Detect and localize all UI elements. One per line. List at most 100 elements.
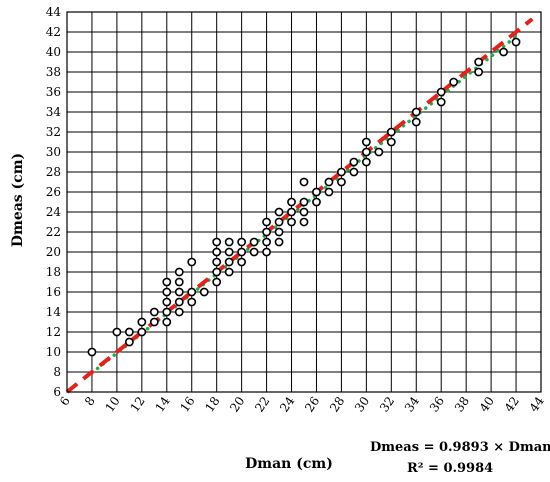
y-tick-label: 32 xyxy=(46,125,61,139)
data-point xyxy=(312,187,321,197)
data-point xyxy=(274,237,284,247)
y-tick-label: 24 xyxy=(46,205,62,219)
data-point xyxy=(349,157,359,167)
data-point xyxy=(124,337,134,347)
data-point xyxy=(274,227,284,237)
identity-line xyxy=(65,17,534,394)
data-point xyxy=(287,217,296,227)
data-point xyxy=(162,297,172,307)
y-tick-label: 16 xyxy=(46,285,61,299)
x-tick-label: 38 xyxy=(452,394,472,415)
r-squared-label: R² = 0.9984 xyxy=(407,461,494,476)
y-tick-label: 20 xyxy=(46,245,61,259)
data-point xyxy=(162,317,172,327)
data-point xyxy=(174,287,184,297)
data-point xyxy=(374,147,384,157)
x-tick-label: 8 xyxy=(82,394,98,408)
fit-lines xyxy=(65,17,534,394)
y-tick-label: 8 xyxy=(53,365,61,379)
data-point xyxy=(411,107,421,117)
data-point xyxy=(287,207,296,217)
data-point xyxy=(224,237,234,247)
x-tick-label: 24 xyxy=(277,394,297,415)
x-axis-title: Dman (cm) xyxy=(245,456,333,472)
data-point xyxy=(361,137,371,147)
data-point xyxy=(187,287,197,297)
data-point xyxy=(187,257,197,267)
data-point xyxy=(212,267,222,277)
data-point xyxy=(299,197,309,207)
y-tick-label: 22 xyxy=(46,225,61,239)
data-point xyxy=(299,177,309,187)
data-point xyxy=(224,247,234,257)
y-tick-label: 34 xyxy=(46,105,62,119)
data-point xyxy=(299,207,309,217)
data-point xyxy=(287,197,296,207)
data-point xyxy=(187,297,197,307)
data-point xyxy=(162,287,172,297)
data-point xyxy=(436,97,446,107)
data-points xyxy=(87,37,521,357)
regression-equation: Dmeas = 0.9893 × Dman xyxy=(370,440,550,455)
data-point xyxy=(411,117,421,127)
plot-frame xyxy=(66,11,542,393)
data-point xyxy=(137,327,147,337)
data-point xyxy=(312,197,321,207)
data-point xyxy=(274,207,284,217)
data-point xyxy=(249,247,259,257)
x-tick-label: 40 xyxy=(477,394,497,415)
data-point xyxy=(137,317,147,327)
data-point xyxy=(337,167,346,177)
x-tick-label: 42 xyxy=(502,394,522,415)
x-tick-label: 22 xyxy=(252,394,272,415)
data-point xyxy=(212,237,222,247)
y-tick-label: 14 xyxy=(46,305,62,319)
data-point xyxy=(386,127,396,137)
y-tick-label: 30 xyxy=(46,145,61,159)
data-point xyxy=(436,87,446,97)
data-point xyxy=(212,277,222,287)
y-tick-label: 38 xyxy=(46,65,61,79)
x-tick-label: 36 xyxy=(427,394,447,415)
data-point xyxy=(499,47,508,57)
x-tick-label: 32 xyxy=(377,394,397,415)
data-point xyxy=(262,227,271,237)
data-point xyxy=(274,217,284,227)
data-point xyxy=(361,157,371,167)
data-point xyxy=(149,307,159,317)
x-tick-label: 28 xyxy=(327,394,347,415)
y-tick-label: 10 xyxy=(46,345,61,359)
data-point xyxy=(174,307,184,317)
data-point xyxy=(324,187,334,197)
data-point xyxy=(199,287,209,297)
x-tick-label: 10 xyxy=(103,394,123,415)
data-point xyxy=(112,327,122,337)
x-tick-label: 34 xyxy=(402,394,422,415)
y-tick-label: 44 xyxy=(46,5,62,19)
y-tick-label: 42 xyxy=(46,25,61,39)
data-point xyxy=(149,317,159,327)
data-point xyxy=(386,137,396,147)
y-tick-label: 36 xyxy=(46,85,61,99)
data-point xyxy=(224,267,234,277)
data-point xyxy=(212,247,222,257)
data-point xyxy=(337,177,346,187)
y-tick-label: 26 xyxy=(46,185,61,199)
x-tick-label: 12 xyxy=(128,394,148,415)
data-point xyxy=(162,307,172,317)
y-tick-label: 12 xyxy=(46,325,61,339)
x-tick-label: 16 xyxy=(177,394,197,415)
y-axis-title: Dmeas (cm) xyxy=(10,153,26,247)
data-point xyxy=(224,257,234,267)
data-point xyxy=(237,257,247,267)
data-point xyxy=(449,77,459,87)
data-point xyxy=(162,277,172,287)
y-tick-label: 18 xyxy=(46,265,61,279)
data-point xyxy=(174,297,184,307)
y-tick-label: 40 xyxy=(46,45,61,59)
data-point xyxy=(511,37,521,47)
x-tick-label: 26 xyxy=(302,394,322,415)
data-point xyxy=(262,247,271,257)
data-point xyxy=(249,237,259,247)
